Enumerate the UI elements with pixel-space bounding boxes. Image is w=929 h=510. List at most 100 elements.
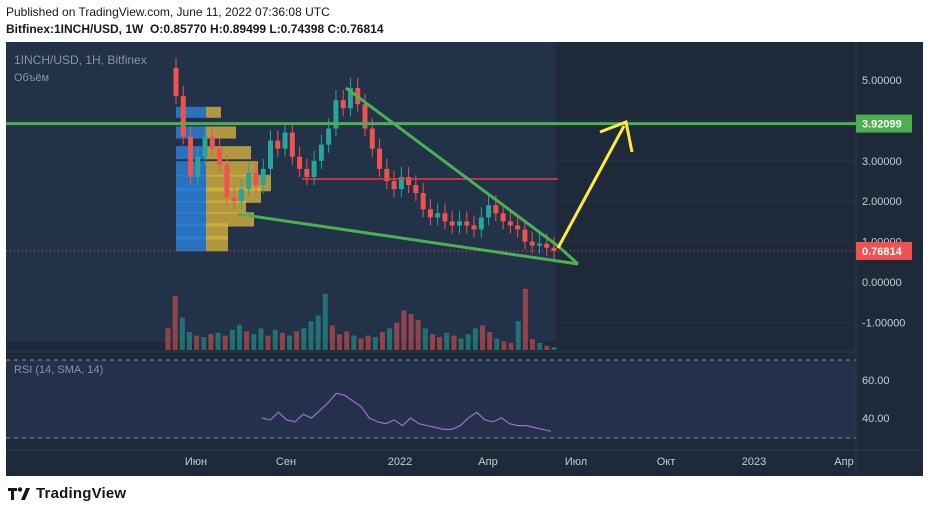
candle-body xyxy=(217,148,223,165)
volume-bar xyxy=(429,334,435,350)
candle-body xyxy=(544,243,550,248)
candle-body xyxy=(507,221,513,226)
symbol-header: Bitfinex:1INCH/USD, 1W O:0.85770 H:0.894… xyxy=(6,22,384,36)
volume-bar xyxy=(465,334,471,350)
volume-bar xyxy=(344,331,350,350)
candle-body xyxy=(188,136,194,177)
volume-bar xyxy=(201,337,207,350)
candle-body xyxy=(406,176,412,186)
volume-bar xyxy=(272,329,278,350)
chart-legend-title: 1INCH/USD, 1H, Bitfinex xyxy=(14,53,147,67)
profile-bar-buy xyxy=(176,212,206,227)
volume-bar xyxy=(487,332,493,350)
candle-body xyxy=(231,197,237,202)
y-tick-label: 3.00000 xyxy=(862,156,902,168)
candle-body xyxy=(202,136,208,157)
volume-bar xyxy=(208,334,214,350)
volume-bar xyxy=(294,331,300,350)
volume-bar xyxy=(494,338,500,350)
candle-body xyxy=(253,172,259,186)
candle-body xyxy=(224,164,230,198)
x-tick-label: Окт xyxy=(657,456,676,468)
x-tick-label: 2023 xyxy=(742,456,766,468)
volume-bar xyxy=(172,296,178,350)
candle-body xyxy=(326,128,332,145)
candle-body xyxy=(340,100,346,109)
volume-bar xyxy=(444,332,450,350)
volume-bar xyxy=(308,321,314,350)
candle-body xyxy=(427,209,433,218)
rsi-legend: RSI (14, SMA, 14) xyxy=(14,364,103,376)
candle-body xyxy=(209,136,215,149)
candle-body xyxy=(282,132,288,149)
profile-bar-sell xyxy=(206,161,258,177)
profile-bar-sell xyxy=(206,106,221,118)
price-axis[interactable]: 5.000004.000003.000002.000001.000000.000… xyxy=(856,75,912,425)
volume-bar xyxy=(315,315,321,350)
y-tick-label: 0.00000 xyxy=(862,277,902,289)
level-price-badge xyxy=(856,114,912,133)
candle-body xyxy=(529,241,535,246)
wedge-lower-line xyxy=(237,212,579,266)
y-tick-label: 2.00000 xyxy=(862,196,902,208)
volume-bar xyxy=(365,335,371,350)
volume-bar xyxy=(544,345,550,350)
volume-bar xyxy=(472,328,478,350)
rsi-band xyxy=(6,360,856,438)
volume-bar xyxy=(194,335,200,350)
price-chart[interactable]: 5.000004.000003.000002.000001.000000.000… xyxy=(6,42,923,476)
tradingview-wordmark: TradingView xyxy=(36,484,127,502)
volume-bar xyxy=(522,288,528,350)
published-text: Published on TradingView.com, June 11, 2… xyxy=(6,5,330,19)
candle-body xyxy=(318,144,324,161)
y-tick-label: -1.00000 xyxy=(862,317,905,329)
volume-bar xyxy=(287,335,293,350)
candle-body xyxy=(449,221,455,226)
target-arrow-head xyxy=(599,119,634,153)
last-price-label: 0.76814 xyxy=(862,246,903,258)
drawings xyxy=(6,86,856,266)
candle-body xyxy=(173,67,179,97)
volume-bar xyxy=(322,293,328,350)
profile-bar-sell xyxy=(206,126,236,139)
volume-bar xyxy=(265,335,271,350)
candle-body xyxy=(289,132,295,157)
profile-bar-sell xyxy=(206,223,228,240)
rsi-pane xyxy=(261,392,552,432)
candle-body xyxy=(347,88,353,109)
symbol-label: Bitfinex:1INCH/USD, 1W xyxy=(6,22,144,36)
candle-body xyxy=(464,221,470,226)
candle-body xyxy=(442,213,448,222)
price-candles xyxy=(173,57,557,259)
time-axis[interactable]: Июн Сен 2022 Апр Июл Окт 2023 Апр xyxy=(185,456,854,468)
volume-bar xyxy=(379,332,385,350)
volume-bar xyxy=(236,324,242,350)
volume-bar xyxy=(408,314,414,350)
volume-bar xyxy=(458,338,464,350)
volume-bar xyxy=(229,329,235,350)
x-tick-label: Июн xyxy=(185,456,207,468)
candle-body xyxy=(377,148,383,169)
profile-bar-sell xyxy=(206,235,228,252)
x-tick-label: 2022 xyxy=(388,456,412,468)
rsi-tick-label: 40.00 xyxy=(862,413,890,425)
candle-body xyxy=(362,104,368,129)
x-tick-label: Июл xyxy=(565,456,587,468)
candle-body xyxy=(268,140,273,169)
volume-bar xyxy=(480,325,486,350)
candle-body xyxy=(493,205,499,214)
candle-body xyxy=(275,140,281,149)
candle-body xyxy=(180,96,186,137)
profile-bar-sell xyxy=(206,200,246,214)
highlight-region xyxy=(6,42,556,342)
candle-body xyxy=(471,225,477,230)
y-gridlines xyxy=(6,79,856,323)
profile-bar-buy xyxy=(176,187,206,203)
profile-bar-buy xyxy=(176,235,206,252)
target-arrow-shaft xyxy=(556,125,626,249)
candle-body xyxy=(195,156,201,177)
volume-bar xyxy=(179,317,185,350)
candle-body xyxy=(486,205,492,218)
tradingview-brand[interactable]: TradingView xyxy=(8,483,126,503)
x-tick-label: Сен xyxy=(276,456,296,468)
